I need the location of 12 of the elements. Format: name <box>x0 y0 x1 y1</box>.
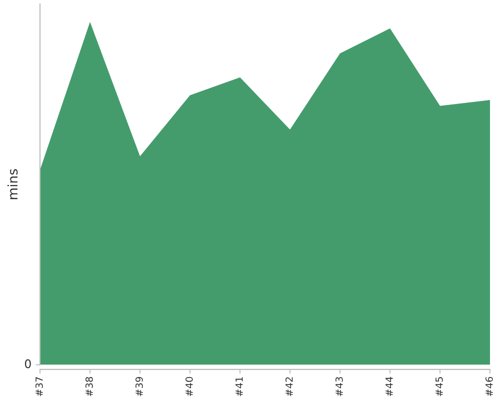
x-tick-label: #40 <box>185 376 193 396</box>
x-tick-label: #39 <box>135 377 143 396</box>
x-tick-label: #38 <box>85 376 93 396</box>
x-tick-label: #41 <box>236 377 243 396</box>
x-tick-label: #44 <box>386 376 393 396</box>
x-tick-label: #43 <box>335 377 343 396</box>
x-tick-label: #37 <box>35 377 43 396</box>
x-tick-label: #42 <box>285 377 293 396</box>
x-tick-label: #45 <box>436 377 443 396</box>
y-axis-title: mins <box>7 169 18 200</box>
annotation: 0 <box>24 359 31 368</box>
x-tick-label: #46 <box>485 376 493 396</box>
